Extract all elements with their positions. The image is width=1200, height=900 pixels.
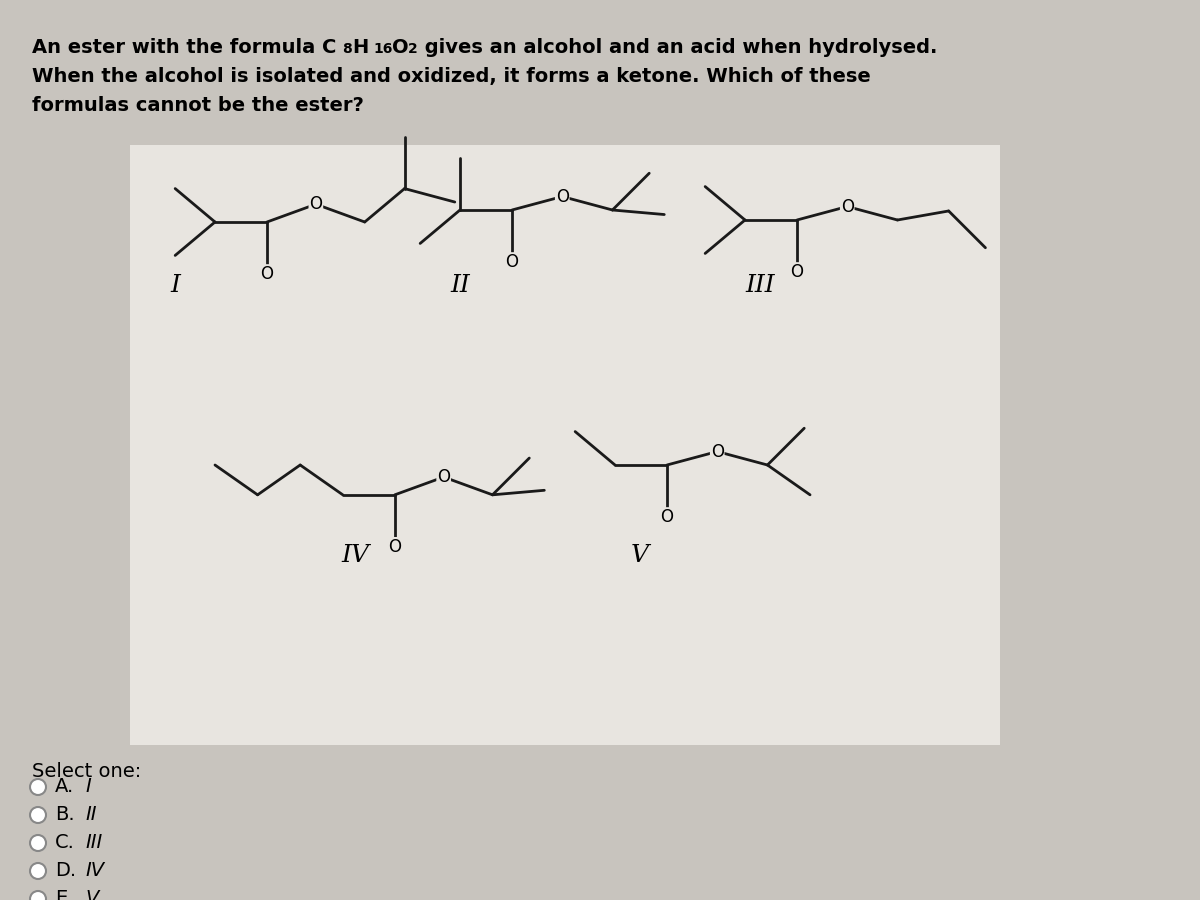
Text: O: O: [392, 38, 409, 57]
Circle shape: [30, 779, 46, 795]
Text: V: V: [85, 889, 98, 900]
Text: O: O: [556, 187, 569, 205]
Text: O: O: [310, 195, 323, 213]
Text: When the alcohol is isolated and oxidized, it forms a ketone. Which of these: When the alcohol is isolated and oxidize…: [32, 67, 871, 86]
Text: O: O: [710, 443, 724, 461]
Text: IV: IV: [85, 861, 104, 880]
Text: An ester with the formula C: An ester with the formula C: [32, 38, 336, 57]
Text: I: I: [170, 274, 180, 296]
Text: C.: C.: [55, 833, 74, 852]
Text: Select one:: Select one:: [32, 762, 142, 781]
Text: H: H: [352, 38, 368, 57]
Text: V: V: [631, 544, 649, 566]
Text: 8: 8: [342, 42, 352, 56]
Text: O: O: [437, 468, 450, 486]
Text: III: III: [85, 833, 102, 852]
Text: IV: IV: [341, 544, 368, 566]
Text: II: II: [450, 274, 470, 296]
Circle shape: [30, 863, 46, 879]
Text: O: O: [260, 265, 274, 283]
Text: O: O: [389, 538, 401, 556]
Text: 2: 2: [408, 42, 418, 56]
Text: O: O: [841, 197, 853, 215]
Text: O: O: [791, 263, 804, 281]
Text: O: O: [660, 508, 673, 526]
Text: O: O: [505, 253, 518, 271]
Text: D.: D.: [55, 861, 76, 880]
Text: formulas cannot be the ester?: formulas cannot be the ester?: [32, 96, 364, 115]
Circle shape: [30, 807, 46, 823]
Text: gives an alcohol and an acid when hydrolysed.: gives an alcohol and an acid when hydrol…: [418, 38, 937, 57]
Circle shape: [30, 835, 46, 851]
Text: I: I: [85, 778, 91, 796]
Text: III: III: [745, 274, 775, 296]
Circle shape: [30, 891, 46, 900]
Text: II: II: [85, 806, 96, 824]
Text: E.: E.: [55, 889, 73, 900]
Text: 16: 16: [373, 42, 392, 56]
Text: B.: B.: [55, 806, 74, 824]
FancyBboxPatch shape: [130, 145, 1000, 745]
Text: A.: A.: [55, 778, 74, 796]
